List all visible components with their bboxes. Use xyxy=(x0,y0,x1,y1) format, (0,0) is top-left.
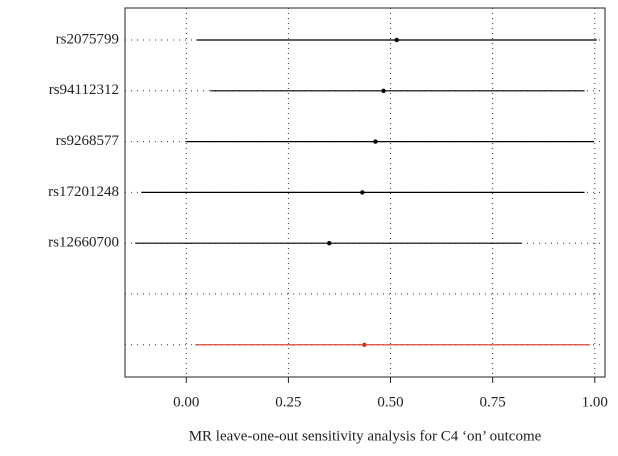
y-tick-label: rs17201248 xyxy=(48,184,119,200)
x-tick-label: 0.25 xyxy=(275,394,301,410)
estimate-point xyxy=(362,342,367,347)
estimate-point xyxy=(373,139,378,144)
x-tick-label: 0.00 xyxy=(173,394,199,410)
y-tick-label: rs2075799 xyxy=(56,31,119,47)
estimate-point xyxy=(327,241,332,246)
estimate-point xyxy=(381,88,386,94)
y-tick-label: rs94112312 xyxy=(49,82,119,98)
y-tick-label: rs12660700 xyxy=(48,235,119,251)
y-tick-label: rs9268577 xyxy=(56,133,120,149)
x-tick-label: 0.75 xyxy=(480,394,506,410)
x-tick-label: 0.50 xyxy=(377,394,403,410)
x-tick-label: 1.00 xyxy=(582,394,608,410)
estimate-point xyxy=(394,37,399,43)
x-axis-label: MR leave-one-out sensitivity analysis fo… xyxy=(189,428,542,444)
estimate-point xyxy=(360,190,365,195)
